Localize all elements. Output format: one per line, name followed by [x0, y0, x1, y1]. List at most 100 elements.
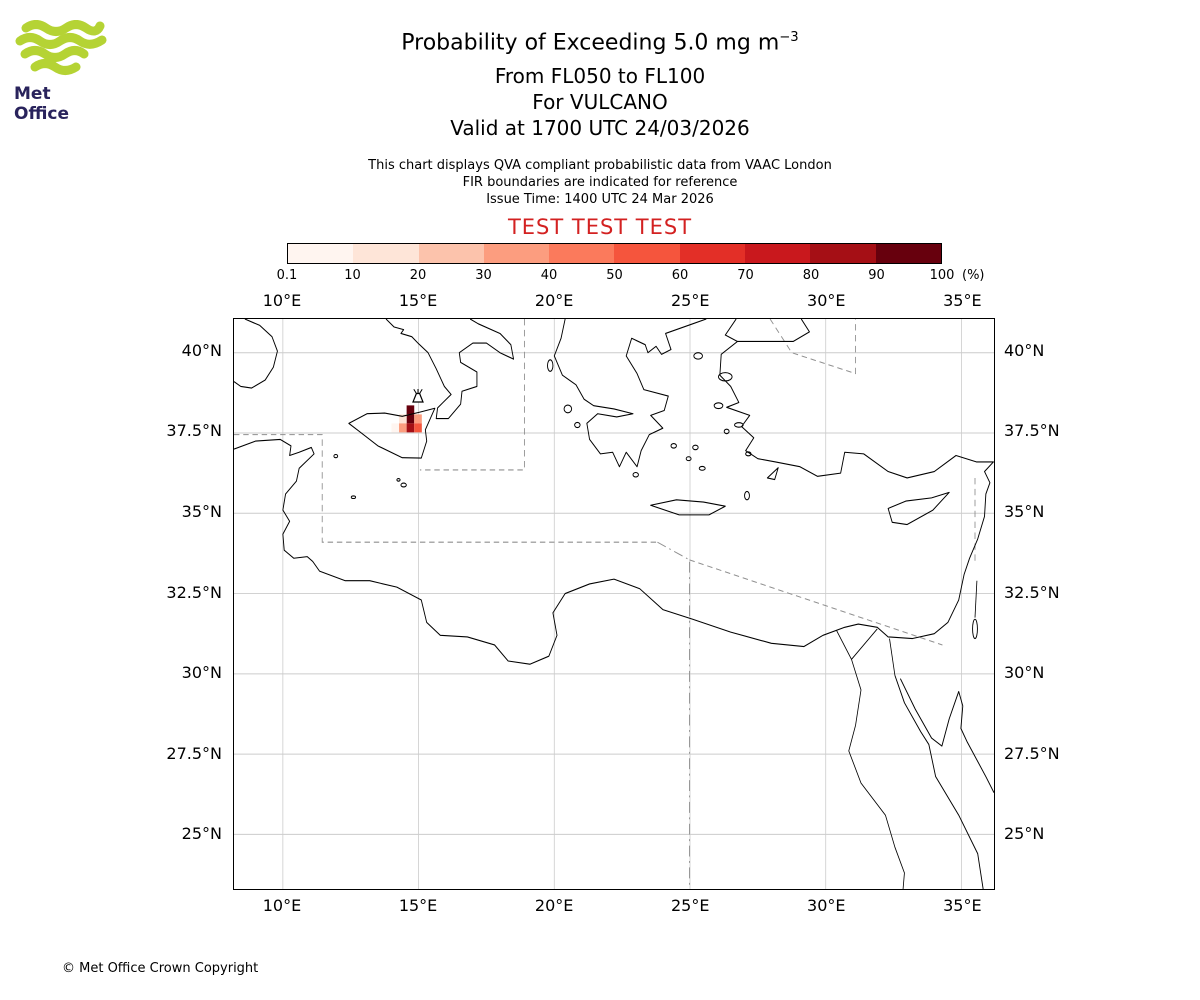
lat-tick-label-left: 35°N	[181, 501, 222, 521]
legend-segment	[353, 244, 419, 263]
island-lampedusa	[350, 495, 357, 500]
met-office-wordmark: Met Office	[14, 84, 70, 124]
qva-note: This chart displays QVA compliant probab…	[368, 158, 832, 173]
lat-tick-label-right: 27.5°N	[1004, 743, 1060, 763]
legend-segment	[483, 244, 550, 263]
coastline-sinai	[899, 678, 994, 793]
legend-tick-label: 50	[606, 268, 623, 283]
legend-tick-label: 10	[344, 268, 361, 283]
flight-level-subtitle: From FL050 to FL100	[494, 64, 706, 88]
legend-segment	[549, 244, 615, 263]
legend-tick-label: 20	[409, 268, 427, 283]
fir-boundary	[657, 541, 690, 889]
title-text: Probability of Exceeding 5.0 mg m	[401, 30, 780, 56]
colorbar-unit-label: (%)	[962, 268, 985, 283]
probability-cell	[406, 423, 415, 433]
legend-tick-label: 30	[475, 268, 492, 283]
fir-boundary	[689, 559, 943, 646]
legend-tick-label: 90	[868, 268, 885, 283]
lat-tick-label-left: 30°N	[181, 663, 222, 683]
coastline-north-africa-levant-turkey	[234, 319, 994, 665]
lat-tick-label-right: 30°N	[1004, 663, 1045, 683]
probability-colorbar	[287, 243, 942, 264]
coastline-greece	[553, 319, 707, 468]
lon-tick-label-top: 20°E	[534, 291, 574, 310]
river-nile	[836, 628, 905, 889]
island-zakynthos	[574, 421, 581, 429]
map-canvas	[234, 319, 994, 889]
island-malta	[400, 482, 407, 488]
coastline-rhodes	[766, 467, 779, 481]
lat-tick-label-left: 25°N	[181, 824, 222, 844]
coastline-thrace	[724, 319, 738, 342]
suez-canal	[889, 638, 896, 676]
island-lemnos	[693, 352, 703, 360]
copyright-notice: © Met Office Crown Copyright	[62, 961, 259, 976]
lon-tick-label-bottom: 30°E	[807, 896, 846, 915]
lon-tick-label-top: 30°E	[807, 291, 846, 310]
legend-segment	[418, 244, 484, 263]
lon-tick-label-top: 35°E	[943, 291, 982, 310]
fir-boundary	[769, 319, 857, 375]
met-office-logo: Met Office	[14, 20, 110, 124]
island-gozo	[396, 478, 401, 482]
island-samos	[734, 422, 744, 428]
dead-sea	[972, 618, 978, 640]
lon-tick-label-top: 15°E	[398, 291, 438, 310]
probability-cell	[391, 423, 400, 433]
coastline-italy	[385, 319, 515, 420]
coastline-sicily	[348, 407, 436, 459]
island-cyclades-2	[692, 444, 699, 451]
lat-tick-label-left: 27.5°N	[166, 743, 222, 763]
title-exponent: −3	[779, 30, 799, 45]
probability-cell	[414, 423, 422, 433]
island-lesbos	[718, 372, 733, 382]
legend-tick-label: 100	[929, 268, 955, 283]
page-title: Probability of Exceeding 5.0 mg m−3	[0, 30, 1200, 55]
map-frame	[233, 318, 995, 890]
coastline-sardinia	[234, 319, 278, 389]
legend-tick-label: 80	[802, 268, 820, 283]
island-ikaria	[723, 428, 730, 435]
island-cyclades-1	[670, 443, 677, 449]
fir-note: FIR boundaries are indicated for referen…	[462, 175, 738, 190]
fir-boundary	[234, 434, 658, 543]
island-cyclades-4	[698, 465, 706, 471]
lat-tick-label-left: 40°N	[181, 340, 222, 360]
lat-tick-label-right: 35°N	[1004, 501, 1045, 521]
legend-segment	[810, 244, 876, 263]
fir-boundaries-layer	[234, 319, 976, 889]
coastline-cyprus	[887, 491, 950, 526]
lat-tick-label-right: 32.5°N	[1004, 582, 1060, 602]
fir-boundary	[419, 319, 525, 471]
lon-tick-label-bottom: 10°E	[262, 896, 302, 915]
lon-tick-label-bottom: 35°E	[943, 896, 982, 915]
lon-tick-label-bottom: 25°E	[670, 896, 710, 915]
island-chios	[713, 402, 724, 410]
valid-time-subtitle: Valid at 1700 UTC 24/03/2026	[450, 116, 750, 140]
probability-cell	[406, 405, 415, 415]
probability-cell	[406, 414, 415, 424]
island-kythira	[632, 471, 639, 478]
test-banner: TEST TEST TEST	[507, 215, 693, 239]
legend-tick-label: 0.1	[276, 268, 298, 283]
probability-cell	[399, 423, 407, 433]
graticule-layer	[234, 319, 994, 889]
probability-cell	[399, 414, 407, 424]
lat-tick-label-left: 32.5°N	[166, 582, 222, 602]
legend-segment	[875, 244, 941, 263]
probability-cell	[414, 414, 422, 424]
lat-tick-label-right: 37.5°N	[1004, 421, 1060, 441]
jordan-river	[974, 580, 978, 618]
legend-tick-label: 40	[540, 268, 558, 283]
island-cyclades-3	[685, 456, 692, 462]
island-karpathos	[744, 490, 750, 501]
probability-cells-layer	[391, 405, 422, 433]
legend-segment	[745, 244, 811, 263]
legend-tick-label: 70	[737, 268, 754, 283]
island-kos	[745, 451, 752, 457]
legend-segment	[679, 244, 746, 263]
lon-tick-label-bottom: 20°E	[534, 896, 574, 915]
met-office-waves-icon	[15, 20, 107, 75]
lat-tick-label-right: 25°N	[1004, 824, 1045, 844]
